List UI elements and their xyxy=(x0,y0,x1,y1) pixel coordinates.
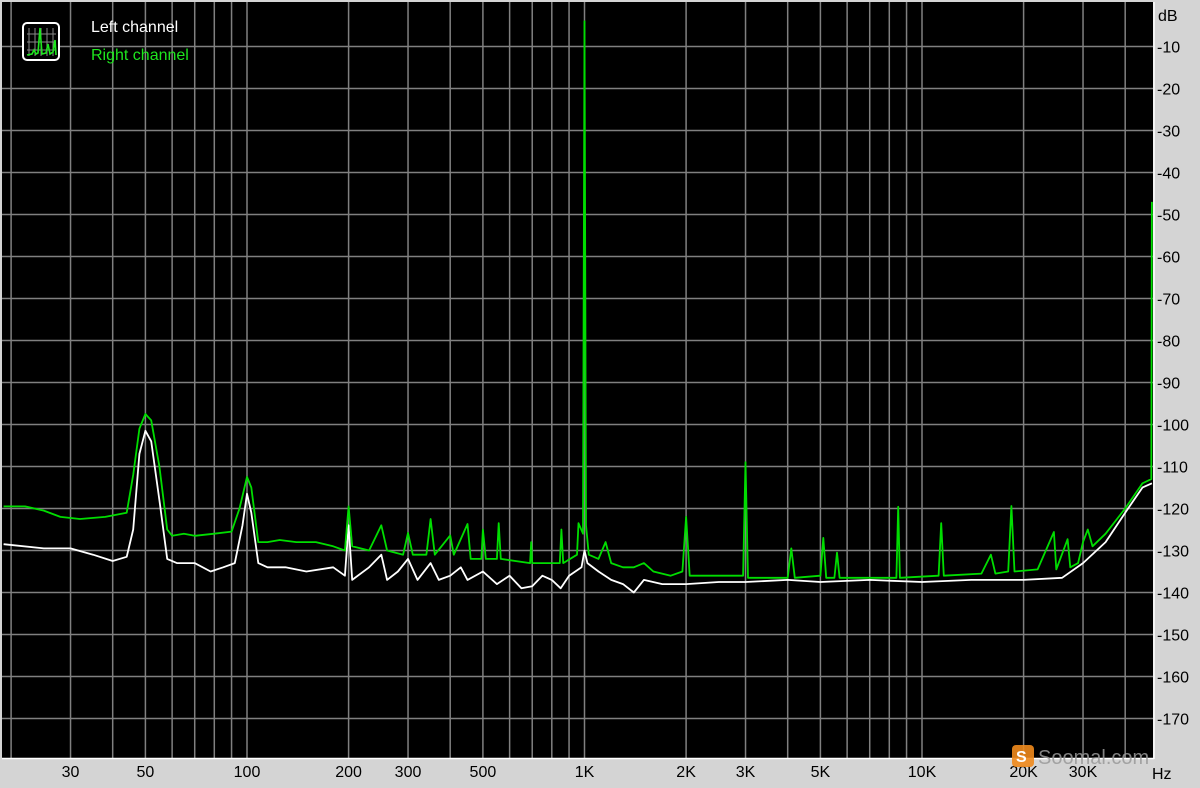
x-tick-label: 30 xyxy=(62,764,80,781)
y-tick-label: -120 xyxy=(1157,502,1189,519)
y-tick-label: -140 xyxy=(1157,586,1189,603)
x-tick-label: 20K xyxy=(1009,764,1038,781)
x-tick-label: 5K xyxy=(811,764,831,781)
y-tick-labels: -10 -20 -30 -40 -50 -60 -70 -80 -90 -100 -110 -120 -… xyxy=(1157,40,1189,729)
x-tick-label: 3K xyxy=(736,764,756,781)
watermark-logo-icon xyxy=(1012,745,1034,767)
y-tick-label: -150 xyxy=(1157,628,1189,645)
x-tick-label: 100 xyxy=(234,764,261,781)
y-tick-label: -90 xyxy=(1157,376,1180,393)
x-tick-label: 10K xyxy=(908,764,937,781)
series-line-left-channel xyxy=(3,429,1153,594)
y-tick-label: -60 xyxy=(1157,250,1180,267)
y-tick-label: -20 xyxy=(1157,82,1180,99)
y-tick-label: -130 xyxy=(1157,544,1189,561)
y-tick-label: -160 xyxy=(1157,670,1189,687)
y-tick-label: -110 xyxy=(1157,460,1188,477)
x-tick-label: 2K xyxy=(676,764,696,781)
x-axis-unit: Hz xyxy=(1152,766,1172,783)
x-tick-label: 50 xyxy=(137,764,155,781)
x-tick-label: 300 xyxy=(395,764,422,781)
y-tick-label: -10 xyxy=(1157,40,1180,57)
y-tick-label: -40 xyxy=(1157,166,1180,183)
x-tick-labels: 30 50 100 200 300 500 1K 2K 3K 5K 10K 20K 30K xyxy=(62,764,1098,781)
plot-area xyxy=(2,2,1153,758)
gridlines xyxy=(2,2,1153,758)
y-tick-label: -100 xyxy=(1157,418,1189,435)
y-tick-label: -170 xyxy=(1157,712,1189,729)
series-lines xyxy=(3,20,1153,594)
x-tick-label: 1K xyxy=(575,764,595,781)
series-line-right-channel xyxy=(3,20,1153,579)
spectrum-analyzer-icon xyxy=(22,22,60,61)
legend-left-channel: Left channel xyxy=(91,19,178,36)
svg-text:S: S xyxy=(1016,749,1027,766)
y-tick-label: -70 xyxy=(1157,292,1180,309)
x-tick-label: 500 xyxy=(470,764,497,781)
y-tick-label: -30 xyxy=(1157,124,1180,141)
watermark: S Soomal.com xyxy=(1012,745,1149,769)
legend-right-channel: Right channel xyxy=(91,47,189,64)
x-tick-label: 200 xyxy=(335,764,362,781)
x-tick-label: 30K xyxy=(1069,764,1098,781)
y-tick-label: -80 xyxy=(1157,334,1180,351)
y-axis-unit: dB xyxy=(1158,8,1178,25)
watermark-text: Soomal.com xyxy=(1038,747,1149,769)
legend: Left channel Right channel xyxy=(22,19,189,64)
y-tick-label: -50 xyxy=(1157,208,1180,225)
